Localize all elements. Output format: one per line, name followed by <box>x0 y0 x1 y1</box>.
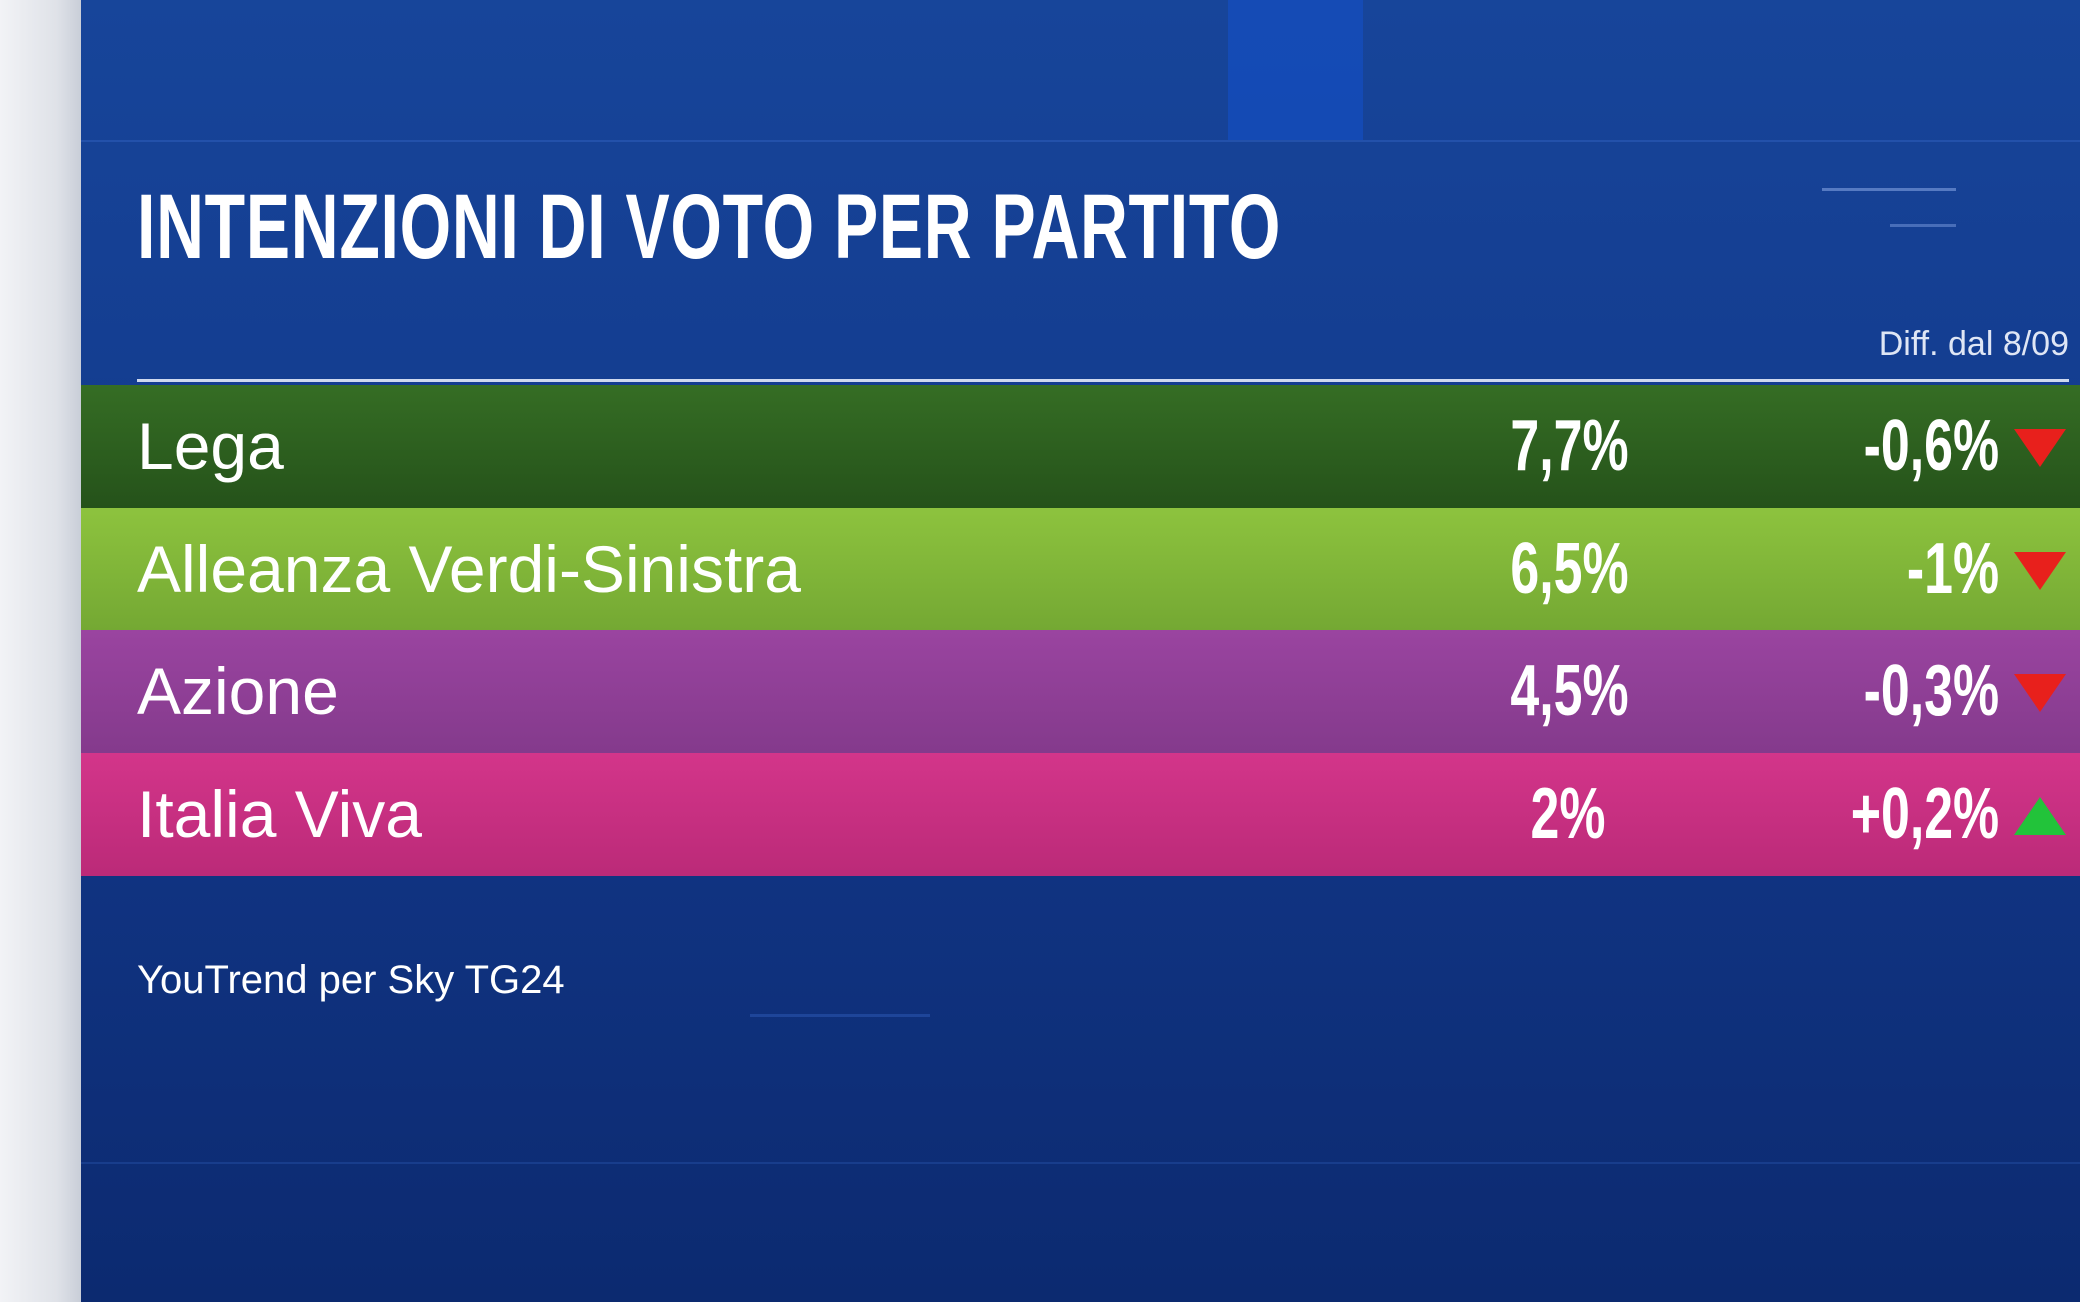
change: -0,3% <box>1863 651 1999 731</box>
side-panel <box>0 0 81 1302</box>
down-arrow <box>2014 674 2066 712</box>
table-row: Alleanza Verdi-Sinistra 6,5% -1% <box>81 508 2080 631</box>
decoration <box>81 1162 2080 1164</box>
decoration <box>1228 0 1363 140</box>
party-name: Lega <box>137 409 284 483</box>
down-arrow <box>2014 552 2066 590</box>
decoration <box>1822 188 1956 191</box>
header-rule <box>137 379 2069 382</box>
party-name: Alleanza Verdi-Sinistra <box>137 532 801 606</box>
vote-share: 6,5% <box>1510 529 1629 609</box>
up-arrow <box>2014 797 2066 835</box>
down-arrow <box>2014 429 2066 467</box>
decoration <box>81 140 2080 142</box>
decoration <box>1890 224 1956 227</box>
source: YouTrend per Sky TG24 <box>137 958 565 1002</box>
table-row: Lega 7,7% -0,6% <box>81 385 2080 508</box>
party-name: Azione <box>137 654 339 728</box>
title: INTENZIONI DI VOTO PER PARTITO <box>137 176 1282 278</box>
decoration <box>750 1014 930 1017</box>
vote-share: 2% <box>1530 774 1606 854</box>
vote-share: 4,5% <box>1510 651 1629 731</box>
party-name: Italia Viva <box>137 777 422 851</box>
table-row: Azione 4,5% -0,3% <box>81 630 2080 753</box>
change: +0,2% <box>1850 774 1999 854</box>
change: -1% <box>1906 529 1999 609</box>
table-row: Italia Viva 2% +0,2% <box>81 753 2080 876</box>
diff-label: Diff. dal 8/09 <box>1878 325 2069 363</box>
vote-share: 7,7% <box>1510 406 1629 486</box>
change: -0,6% <box>1863 406 1999 486</box>
